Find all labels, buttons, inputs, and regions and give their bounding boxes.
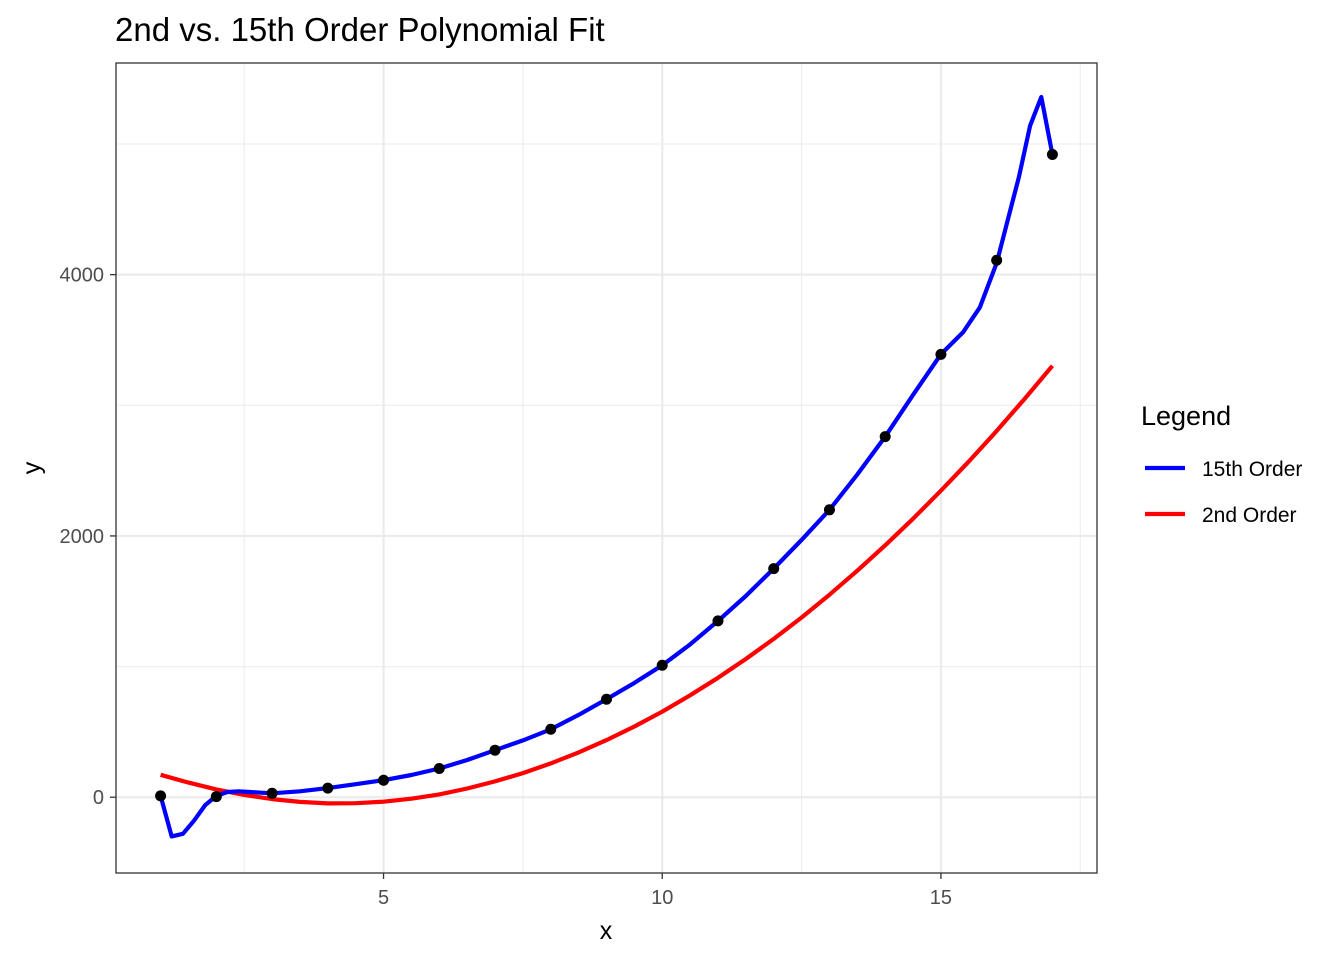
y-axis: 0 2000 4000: [60, 265, 116, 809]
data-point: [823, 504, 835, 516]
data-point: [879, 431, 891, 443]
x-tick-label: 15: [930, 887, 952, 909]
series-line-2nd-order: [160, 364, 1055, 806]
data-point: [322, 782, 334, 794]
data-point: [266, 787, 278, 799]
data-point: [601, 693, 612, 705]
plot-panel-border: [115, 62, 1098, 874]
x-axis-title: x: [600, 917, 613, 945]
series-layer: [158, 94, 1055, 839]
data-point: [656, 659, 668, 671]
y-axis-title: y: [18, 461, 46, 474]
data-point: [1046, 148, 1058, 160]
data-point: [489, 744, 501, 756]
major-grid: [116, 63, 1097, 873]
data-point: [433, 762, 445, 774]
minor-grid: [116, 63, 1097, 873]
legend-label-15th-order: 15th Order: [1202, 458, 1302, 481]
data-point: [155, 790, 167, 802]
data-point: [545, 723, 557, 735]
legend-label-2nd-order: 2nd Order: [1202, 504, 1297, 527]
data-point: [768, 563, 780, 575]
chart-title: 2nd vs. 15th Order Polynomial Fit: [115, 11, 605, 48]
data-point: [935, 348, 947, 360]
x-tick-label: 10: [651, 887, 673, 909]
data-point: [991, 254, 1003, 266]
x-axis: 5 10 15: [378, 873, 952, 909]
data-point: [378, 774, 390, 786]
legend: Legend 15th Order 2nd Order: [1141, 401, 1302, 527]
data-point: [712, 615, 724, 627]
data-point: [210, 791, 222, 803]
y-tick-label: 0: [93, 787, 104, 809]
series-line-15th-order: [158, 94, 1055, 839]
y-tick-label: 2000: [60, 526, 105, 548]
legend-title: Legend: [1141, 401, 1231, 431]
y-tick-label: 4000: [60, 265, 105, 287]
points-layer: [155, 148, 1058, 803]
plot-panel-background: [116, 63, 1097, 873]
x-tick-label: 5: [378, 887, 389, 909]
